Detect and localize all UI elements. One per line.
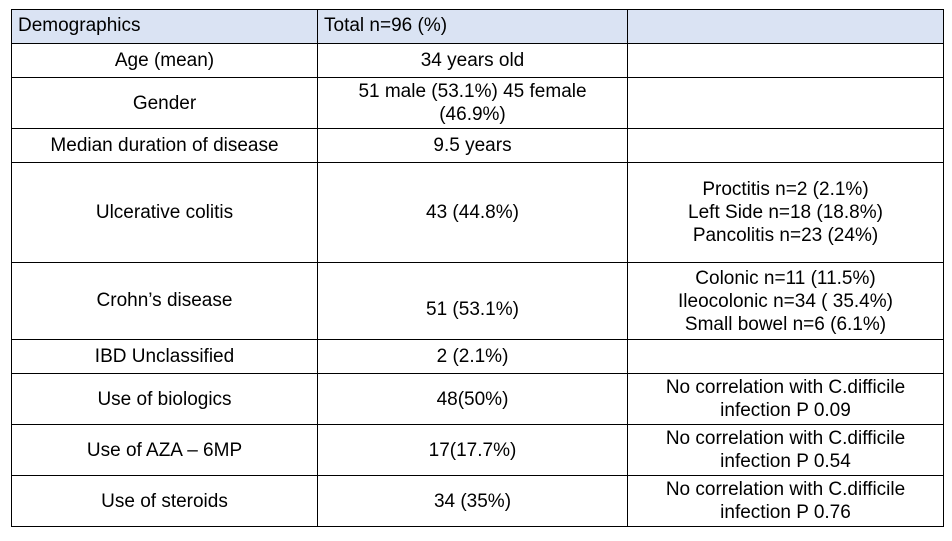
table-row: Median duration of disease 9.5 years	[11, 128, 944, 163]
row-notes	[627, 43, 944, 78]
row-notes	[627, 77, 944, 129]
row-label: Median duration of disease	[11, 128, 318, 163]
table-row: Ulcerative colitis 43 (44.8%) Proctitis …	[11, 162, 944, 263]
row-total: 51 (53.1%)	[317, 262, 628, 340]
row-total: 17(17.7%)	[317, 424, 628, 476]
table-row: Use of steroids 34 (35%) No correlation …	[11, 475, 944, 527]
table-row: Age (mean) 34 years old	[11, 43, 944, 78]
row-total: 9.5 years	[317, 128, 628, 163]
table-row: Use of biologics 48(50%) No correlation …	[11, 373, 944, 425]
header-notes	[627, 9, 944, 44]
row-label: Use of steroids	[11, 475, 318, 527]
note-line: Pancolitis n=23 (24%)	[692, 225, 879, 246]
table-row: Gender 51 male (53.1%) 45 female (46.9%)	[11, 77, 944, 129]
row-label: IBD Unclassified	[11, 339, 318, 374]
table-row: IBD Unclassified 2 (2.1%)	[11, 339, 944, 374]
note-line: Left Side n=18 (18.8%)	[688, 202, 883, 223]
row-total: 43 (44.8%)	[317, 162, 628, 263]
row-notes: Proctitis n=2 (2.1%) Left Side n=18 (18.…	[627, 162, 944, 263]
row-notes: No correlation with C.difficile infectio…	[627, 475, 944, 527]
row-notes	[627, 339, 944, 374]
header-demographics: Demographics	[11, 9, 318, 44]
row-label: Gender	[11, 77, 318, 129]
table-row: Crohn’s disease 51 (53.1%) Colonic n=11 …	[11, 262, 944, 340]
row-label: Ulcerative colitis	[11, 162, 318, 263]
row-total: 34 years old	[317, 43, 628, 78]
row-notes	[627, 128, 944, 163]
note-line: Colonic n=11 (11.5%)	[695, 267, 876, 289]
row-total: 48(50%)	[317, 373, 628, 425]
table-row: Use of AZA – 6MP 17(17.7%) No correlatio…	[11, 424, 944, 476]
demographics-table: Demographics Total n=96 (%) Age (mean) 3…	[11, 9, 944, 527]
header-row: Demographics Total n=96 (%)	[11, 9, 944, 44]
note-line: Ileocolonic n=34 ( 35.4%)	[678, 290, 893, 312]
row-notes: No correlation with C.difficile infectio…	[627, 373, 944, 425]
row-total: 51 male (53.1%) 45 female (46.9%)	[317, 77, 628, 129]
row-label: Age (mean)	[11, 43, 318, 78]
row-label: Use of biologics	[11, 373, 318, 425]
note-line: Proctitis n=2 (2.1%)	[702, 179, 869, 200]
header-total: Total n=96 (%)	[317, 9, 628, 44]
row-label: Crohn’s disease	[11, 262, 318, 340]
row-label: Use of AZA – 6MP	[11, 424, 318, 476]
row-total: 2 (2.1%)	[317, 339, 628, 374]
row-notes: Colonic n=11 (11.5%) Ileocolonic n=34 ( …	[627, 262, 944, 340]
row-total: 34 (35%)	[317, 475, 628, 527]
note-line: Small bowel n=6 (6.1%)	[684, 313, 887, 335]
row-notes: No correlation with C.difficile infectio…	[627, 424, 944, 476]
